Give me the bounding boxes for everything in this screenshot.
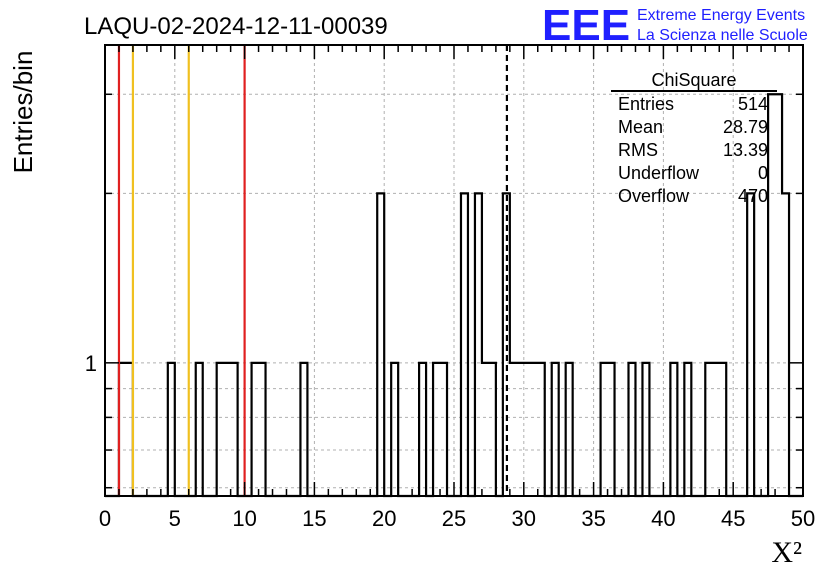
x-tick-label: 25 <box>442 506 466 531</box>
histogram-bin <box>224 363 231 496</box>
histogram-bin <box>440 363 447 496</box>
histogram-bin <box>300 363 307 496</box>
logo-eee-letters: EEE <box>542 1 630 50</box>
histogram-bin <box>433 363 440 496</box>
x-axis-ticks: 0 5 10 15 20 25 30 35 40 45 50 <box>99 45 815 531</box>
histogram-bin <box>552 363 559 496</box>
logo-line-1: Extreme Energy Events <box>637 7 805 24</box>
stats-title: ChiSquare <box>651 70 736 90</box>
histogram-bin <box>670 363 677 496</box>
stats-value-underflow: 0 <box>758 163 768 183</box>
y-axis-ticks: 1 <box>85 93 803 489</box>
histogram-bin <box>684 363 691 496</box>
histogram-bin <box>566 363 573 496</box>
chart-title: LAQU-02-2024-12-11-00039 <box>84 13 388 40</box>
histogram-bin <box>259 363 266 496</box>
stats-label-entries: Entries <box>618 94 674 114</box>
y-axis-label: Entries/bin <box>8 51 38 174</box>
x-tick-label: 40 <box>651 506 675 531</box>
histogram-bin <box>252 363 259 496</box>
x-axis-label: X² <box>771 536 802 569</box>
stats-label-overflow: Overflow <box>618 186 690 206</box>
histogram-bin <box>461 193 468 496</box>
histogram-bin <box>747 193 754 496</box>
histogram-bin <box>524 363 531 496</box>
histogram-bin <box>419 363 426 496</box>
stats-value-overflow: 470 <box>738 186 768 206</box>
histogram-bin <box>629 363 636 496</box>
histogram-bin <box>538 363 545 496</box>
stats-value-rms: 13.39 <box>723 140 768 160</box>
stats-label-rms: RMS <box>618 140 658 160</box>
x-tick-label: 20 <box>372 506 396 531</box>
x-tick-label: 30 <box>512 506 536 531</box>
histogram-bin <box>489 363 496 496</box>
histogram-bin <box>642 363 649 496</box>
x-tick-label: 50 <box>791 506 815 531</box>
histogram-bin <box>768 94 775 496</box>
histogram-bin <box>231 363 238 496</box>
x-tick-label: 35 <box>581 506 605 531</box>
histogram-bin <box>719 363 726 496</box>
x-tick-label: 0 <box>99 506 111 531</box>
stats-box: ChiSquare Entries 514 Mean 28.79 RMS 13.… <box>611 70 777 206</box>
histogram-bin <box>482 363 489 496</box>
x-tick-label: 10 <box>232 506 256 531</box>
y-tick-label: 1 <box>85 351 97 376</box>
histogram-bin <box>168 363 175 496</box>
eee-logo: EEE Extreme Energy Events La Scienza nel… <box>542 1 808 50</box>
histogram-bin <box>608 363 615 496</box>
x-tick-label: 5 <box>169 506 181 531</box>
histogram-bin <box>391 363 398 496</box>
histogram-bin <box>510 363 517 496</box>
x-tick-label: 15 <box>302 506 326 531</box>
histogram-bin <box>517 363 524 496</box>
stats-value-entries: 514 <box>738 94 768 114</box>
histogram-bin <box>531 363 538 496</box>
histogram-bin <box>217 363 224 496</box>
stats-label-underflow: Underflow <box>618 163 700 183</box>
histogram-bin <box>377 193 384 496</box>
histogram-bin <box>782 193 789 496</box>
stats-label-mean: Mean <box>618 117 663 137</box>
stats-value-mean: 28.79 <box>723 117 768 137</box>
marker-lines <box>117 45 509 496</box>
histogram-bin <box>712 363 719 496</box>
histogram-bin <box>601 363 608 496</box>
histogram-bin <box>775 94 782 496</box>
logo-line-2: La Scienza nelle Scuole <box>637 27 808 44</box>
histogram-bin <box>475 193 482 496</box>
x-tick-label: 45 <box>721 506 745 531</box>
histogram-bin <box>705 363 712 496</box>
histogram-bin <box>196 363 203 496</box>
